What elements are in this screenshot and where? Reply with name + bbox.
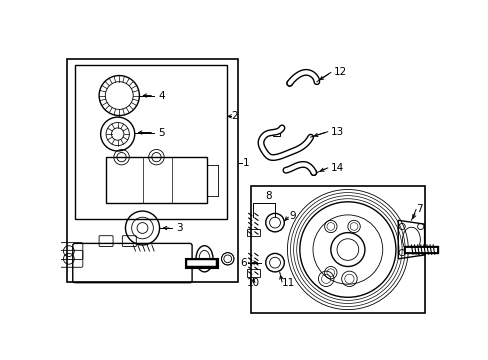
Text: 4: 4 [158, 91, 164, 100]
FancyBboxPatch shape [272, 130, 280, 136]
Text: 1: 1 [243, 158, 249, 167]
Text: 9: 9 [289, 211, 296, 221]
Text: 3: 3 [176, 223, 182, 233]
Text: 13: 13 [330, 127, 344, 137]
Text: 14: 14 [330, 163, 344, 173]
Text: 8: 8 [265, 191, 272, 201]
Text: 7: 7 [415, 204, 422, 214]
Text: 11: 11 [282, 278, 295, 288]
Text: 2: 2 [231, 111, 238, 121]
Text: 6: 6 [240, 258, 246, 267]
Text: 10: 10 [246, 278, 259, 288]
Text: 12: 12 [333, 67, 346, 77]
Text: 5: 5 [158, 127, 164, 138]
